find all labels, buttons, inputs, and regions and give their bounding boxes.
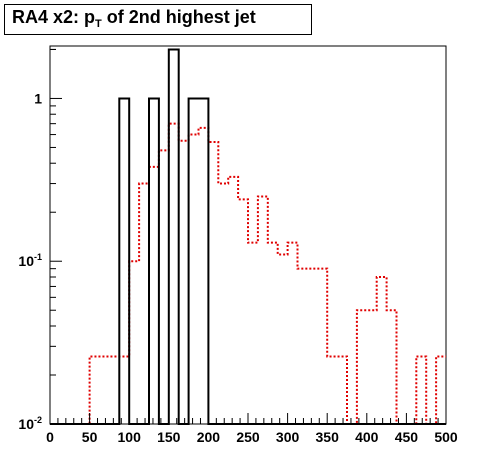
title-subscript: T (95, 18, 102, 30)
title-suffix: of 2nd highest jet (101, 7, 256, 27)
x-tick-label: 200 (197, 429, 221, 445)
y-tick-label: 1 (34, 90, 42, 106)
x-tick-label: 50 (82, 429, 98, 445)
x-tick-label: 500 (434, 429, 458, 445)
x-tick-label: 250 (236, 429, 260, 445)
x-tick-label: 300 (276, 429, 300, 445)
x-tick-label: 0 (46, 429, 54, 445)
y-tick-label: 10-2 (18, 415, 42, 432)
title-prefix: RA4 x2: p (12, 7, 96, 27)
axis-layer: 0 50 100 150 200 250 300 350 400 450 500 1 10-1 10-2 (18, 48, 458, 445)
x-tick-label: 450 (395, 429, 419, 445)
series-red-dotted (50, 122, 446, 425)
chart-title: RA4 x2: pT of 2nd highest jet (4, 4, 312, 35)
x-tick-label: 150 (157, 429, 181, 445)
y-tick-label: 10-1 (18, 252, 42, 269)
x-tick-label: 400 (355, 429, 379, 445)
x-tick-label: 350 (316, 429, 340, 445)
series-black-solid (50, 48, 446, 425)
series-layer (50, 48, 446, 425)
x-tick-label: 100 (118, 429, 142, 445)
